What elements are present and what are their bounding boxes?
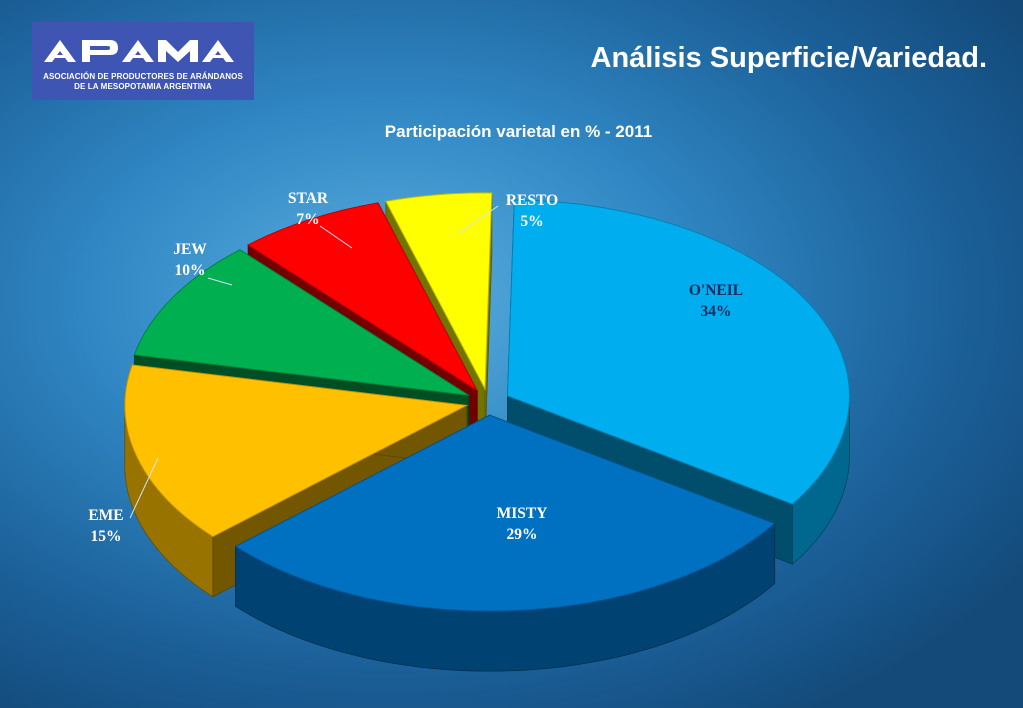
slice-name-label: JEW	[173, 241, 207, 258]
slice-value-label: 15%	[91, 528, 122, 545]
slice-name-label: O'NEIL	[689, 282, 743, 299]
slice-value-label: 7%	[296, 211, 319, 228]
page-title: Análisis Superficie/Variedad.	[590, 42, 988, 74]
logo-line-2: DE LA MESOPOTAMIA ARGENTINA	[74, 82, 212, 91]
slice-value-label: 10%	[175, 262, 206, 279]
slice-misty	[234, 414, 776, 672]
apama-logo: ASOCIACIÓN DE PRODUCTORES DE ARÁNDANOS D…	[32, 22, 254, 100]
slice-value-label: 34%	[701, 303, 732, 320]
slice-name-label: RESTO	[506, 192, 558, 209]
leader-line-eme	[129, 457, 159, 519]
slice-name-label: EME	[88, 507, 123, 524]
slice-name-label: MISTY	[497, 505, 548, 522]
leader-line-star	[319, 225, 353, 249]
slice-value-label: 5%	[520, 213, 543, 230]
logo-line-1: ASOCIACIÓN DE PRODUCTORES DE ARÁNDANOS	[43, 72, 243, 81]
slice-value-label: 29%	[507, 526, 538, 543]
logo-wordmark	[44, 40, 234, 62]
leader-line-jew	[207, 277, 233, 286]
slice-name-label: STAR	[288, 190, 329, 207]
chart-title: Participación varietal en % - 2011	[384, 122, 653, 141]
leader-line-resto	[457, 205, 499, 235]
